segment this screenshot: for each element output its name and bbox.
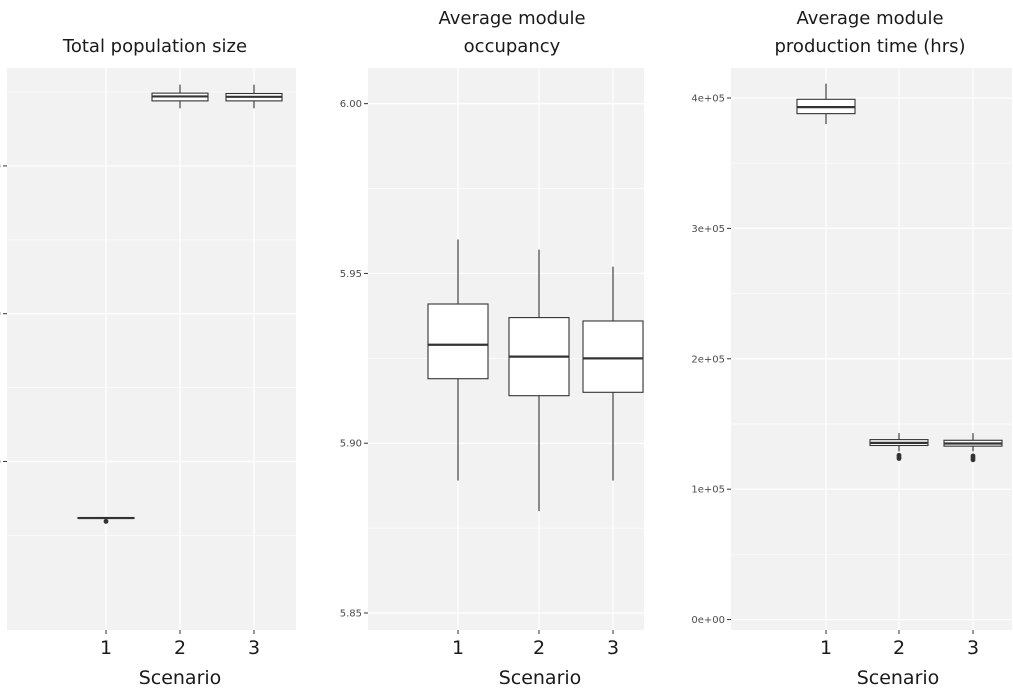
- x-tick-label: 1: [100, 637, 112, 659]
- chart-title-line: Average module: [796, 8, 943, 29]
- box-2: [151, 84, 209, 109]
- x-axis-title: Scenario: [499, 667, 582, 689]
- chart-title-line: Total population size: [62, 36, 247, 57]
- x-axis-title: Scenario: [139, 667, 222, 689]
- box-1: [796, 83, 856, 125]
- y-tick-label: 5.95: [340, 269, 362, 280]
- box-2: [508, 249, 570, 512]
- y-tick-label: 4e+05: [691, 93, 725, 104]
- box-3: [582, 266, 644, 481]
- panel-background: [7, 68, 296, 630]
- y-tick-label: 8000: [0, 309, 1, 320]
- x-tick-label: 3: [248, 637, 260, 659]
- y-tick-label: 5.90: [340, 439, 362, 450]
- y-tick-label: 12000: [0, 161, 1, 172]
- y-tick-label: 1e+05: [691, 485, 725, 496]
- chart-title-line: production time (hrs): [775, 36, 966, 57]
- chart-panel-2: 5.85 5.90 5.95 6.00 1 2 3 Scenario Average modul…: [340, 8, 644, 689]
- chart-title-line: Average module: [438, 8, 585, 29]
- outlier-point: [896, 456, 902, 461]
- chart-panel-1: 4000 8000 12000 1 2 3 Scenario Total population…: [0, 36, 296, 689]
- y-tick-label: 5.85: [340, 609, 362, 620]
- x-tick-label: 3: [607, 637, 619, 659]
- y-tick-label: 0e+00: [691, 615, 725, 626]
- box-3: [943, 433, 1003, 463]
- x-tick-label: 1: [820, 637, 832, 659]
- box-2: [869, 433, 929, 461]
- y-tick-label: 3e+05: [691, 224, 725, 235]
- panel-background: [731, 68, 1012, 630]
- y-tick-label: 4000: [0, 457, 1, 468]
- box-3: [225, 84, 283, 109]
- x-tick-label: 3: [967, 637, 979, 659]
- x-tick-label: 1: [452, 637, 464, 659]
- x-axis-title: Scenario: [857, 667, 940, 689]
- x-tick-label: 2: [174, 637, 186, 659]
- box-1: [77, 516, 135, 524]
- box-1: [427, 239, 489, 481]
- chart-title-line: occupancy: [464, 36, 561, 57]
- outlier-point: [970, 457, 976, 463]
- chart-panel-3: 0e+00 1e+05 2e+05 3e+05 4e+05 1 2 3 Scenario Aver…: [691, 8, 1012, 689]
- box-iqr: [582, 320, 644, 393]
- box-iqr: [427, 303, 489, 380]
- y-tick-label: 2e+05: [691, 354, 725, 365]
- outlier-point: [103, 518, 109, 524]
- x-tick-label: 2: [533, 637, 545, 659]
- x-tick-label: 2: [893, 637, 905, 659]
- y-tick-label: 6.00: [340, 99, 362, 110]
